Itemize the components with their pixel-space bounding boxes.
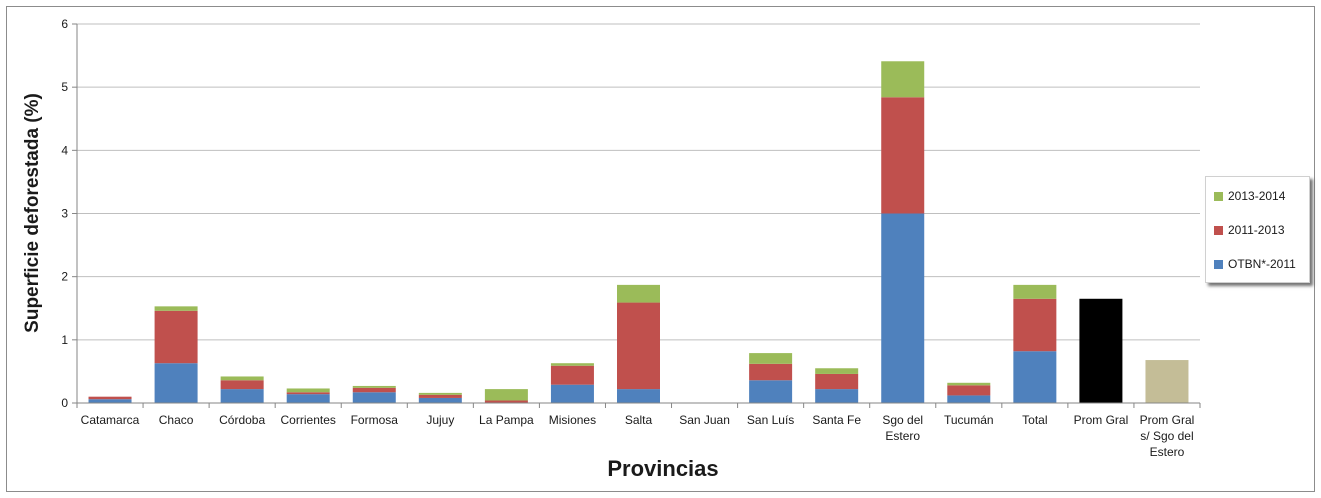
bar-segment-2013-2014 [881, 61, 924, 97]
x-tick-label: Misiones [549, 413, 596, 427]
legend-swatch-2013-2014 [1214, 192, 1223, 201]
x-tick-label: Estero [1150, 445, 1185, 459]
bar-segment-otbn-2011 [947, 395, 990, 403]
legend-item-otbn-2011: OTBN*-2011 [1214, 257, 1296, 271]
bar-segment-2011-2013 [287, 392, 330, 394]
bars [89, 61, 1189, 403]
x-tick-label: Jujuy [426, 413, 454, 427]
legend: 2013-2014 2011-2013 OTBN*-2011 [1205, 176, 1310, 283]
bar-segment-2013-2014 [1013, 285, 1056, 299]
bar-segment-otbn-2011 [287, 394, 330, 403]
bar-segment-otbn-2011 [749, 380, 792, 403]
x-tick-label: Córdoba [219, 413, 265, 427]
x-tick-label: La Pampa [479, 413, 534, 427]
y-axis-title: Superficie deforestada (%) [22, 93, 43, 333]
legend-item-2011-2013: 2011-2013 [1214, 223, 1285, 237]
bar-segment-otbn-2011 [221, 389, 264, 403]
bar-summary [1145, 360, 1188, 403]
y-tick-label: 2 [61, 270, 68, 284]
x-tick-label: Total [1022, 413, 1047, 427]
bar-segment-2011-2013 [749, 364, 792, 380]
bar-segment-2011-2013 [221, 380, 264, 389]
y-tick-label: 5 [61, 80, 68, 94]
bar-segment-2011-2013 [155, 311, 198, 363]
bar-segment-2011-2013 [947, 385, 990, 395]
x-tick-label: Chaco [159, 413, 194, 427]
bar-segment-2011-2013 [89, 397, 132, 400]
bar-segment-2013-2014 [287, 388, 330, 392]
bar-segment-2013-2014 [749, 353, 792, 364]
bar-segment-otbn-2011 [89, 399, 132, 403]
bar-segment-2013-2014 [947, 383, 990, 386]
bar-segment-otbn-2011 [419, 398, 462, 403]
legend-label-2013-2014: 2013-2014 [1228, 189, 1285, 203]
y-tick-label: 3 [61, 207, 68, 221]
x-tick-label: s/ Sgo del [1140, 429, 1193, 443]
x-tick-label: Prom Gral [1074, 413, 1129, 427]
bar-segment-2011-2013 [815, 374, 858, 389]
x-tick-label: Catamarca [81, 413, 140, 427]
bar-segment-2011-2013 [353, 388, 396, 392]
x-tick-label: Prom Gral [1140, 413, 1195, 427]
bar-segment-2013-2014 [419, 393, 462, 395]
bar-segment-2013-2014 [617, 285, 660, 303]
bar-segment-2013-2014 [353, 386, 396, 388]
x-tick-label: Salta [625, 413, 653, 427]
x-axis-title: Provincias [607, 456, 718, 481]
legend-label-otbn-2011: OTBN*-2011 [1228, 257, 1296, 271]
x-tick-label: Sgo del [882, 413, 923, 427]
bar-segment-otbn-2011 [353, 392, 396, 403]
y-tick-label: 4 [61, 143, 68, 157]
x-tick-label: San Luís [747, 413, 794, 427]
x-tick-label: Corrientes [281, 413, 336, 427]
x-tick-label: Tucumán [944, 413, 994, 427]
bar-segment-2013-2014 [815, 368, 858, 374]
bar-segment-2011-2013 [1013, 299, 1056, 351]
x-tick-label: San Juan [679, 413, 730, 427]
bar-segment-2011-2013 [419, 395, 462, 398]
bar-segment-otbn-2011 [551, 385, 594, 403]
legend-label-2011-2013: 2011-2013 [1228, 223, 1285, 237]
x-tick-label: Formosa [351, 413, 399, 427]
bar-summary [1079, 299, 1122, 403]
bar-segment-2011-2013 [881, 97, 924, 213]
bar-segment-2013-2014 [485, 389, 528, 400]
bar-segment-2011-2013 [617, 303, 660, 390]
x-tick-label: Estero [885, 429, 920, 443]
legend-swatch-otbn-2011 [1214, 260, 1223, 269]
bar-segment-2013-2014 [551, 363, 594, 366]
y-tick-label: 1 [61, 333, 68, 347]
bar-segment-otbn-2011 [881, 214, 924, 404]
bar-segment-2013-2014 [155, 306, 198, 310]
y-tick-label: 6 [61, 17, 68, 31]
legend-swatch-2011-2013 [1214, 226, 1223, 235]
bar-segment-otbn-2011 [1013, 351, 1056, 403]
x-tick-label: Santa Fe [812, 413, 861, 427]
legend-item-2013-2014: 2013-2014 [1214, 189, 1285, 203]
bar-segment-otbn-2011 [617, 389, 660, 403]
bar-segment-otbn-2011 [815, 389, 858, 403]
bar-segment-2013-2014 [221, 376, 264, 380]
bar-segment-2011-2013 [551, 366, 594, 385]
bar-segment-otbn-2011 [155, 363, 198, 403]
y-tick-label: 0 [61, 396, 68, 410]
